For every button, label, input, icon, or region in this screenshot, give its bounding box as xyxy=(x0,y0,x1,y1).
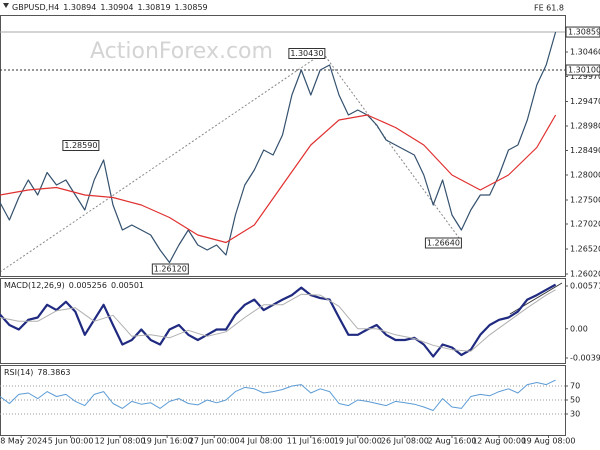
panel-header: RSI(14) 78.3863 xyxy=(4,368,71,377)
series-line xyxy=(0,31,557,264)
x-tick-label: 27 Jun 00:00 xyxy=(189,437,240,446)
annotation-label: 1.28590 xyxy=(64,141,97,150)
header-part: 1.30904 xyxy=(100,3,133,12)
price-label: 1.30100 xyxy=(568,66,600,75)
menu-triangle xyxy=(3,3,9,8)
x-tick-label: 19 Jul 00:00 xyxy=(334,437,382,446)
y-tick-label: 30 xyxy=(570,410,580,419)
header-part: 0.00501 xyxy=(111,281,144,290)
annotation-box xyxy=(424,237,462,249)
annotation-label: 1.26640 xyxy=(427,239,460,248)
x-tick-label: 19 Aug 08:00 xyxy=(522,437,576,446)
panel-frame xyxy=(0,278,566,364)
y-tick-label: 1.30460 xyxy=(570,48,600,57)
x-tick-label: 26 Jul 08:00 xyxy=(381,437,429,446)
x-tick-label: 12 Jun 08:00 xyxy=(95,437,146,446)
y-tick-label: 1.28490 xyxy=(570,146,600,155)
watermark: ActionForex.com xyxy=(90,39,273,64)
annotation-box xyxy=(62,140,100,151)
y-tick-label: 50 xyxy=(570,396,580,405)
x-tick-label: 4 Jul 08:00 xyxy=(240,437,283,446)
panel-header: MACD(12,26,9) 0.005256 0.00501 xyxy=(4,281,144,290)
price-label-box xyxy=(565,26,600,38)
x-tick-label: 12 Aug 00:00 xyxy=(472,437,526,446)
header-part: MACD(12,26,9) xyxy=(4,281,65,290)
panel-header: GBPUSD,H4 1.30894 1.30904 1.30819 1.30859 xyxy=(12,3,208,12)
y-tick-label: 1.27020 xyxy=(570,220,600,229)
macd-trend-line xyxy=(509,282,563,315)
header-part: GBPUSD,H4 xyxy=(12,3,59,12)
x-tick-label: 11 Jul 16:00 xyxy=(287,437,335,446)
y-tick-label: 1.27500 xyxy=(570,196,600,205)
y-tick-label: 0.00 xyxy=(570,324,588,333)
header-part: RSI(14) xyxy=(4,368,33,377)
trend-line xyxy=(0,52,324,273)
fe-label: FE 61.8 xyxy=(534,4,564,13)
series-line xyxy=(0,379,556,411)
y-tick-label: 0.005711 xyxy=(570,282,600,291)
y-tick-label: 1.26020 xyxy=(570,270,600,279)
series-line xyxy=(0,114,557,244)
x-tick-label: 2 Aug 16:00 xyxy=(428,437,477,446)
header-part: 1.30819 xyxy=(137,3,170,12)
x-tick-label: 28 May 2024 xyxy=(0,437,47,446)
annotation-label: 1.26120 xyxy=(154,265,187,274)
header-part: 1.30894 xyxy=(63,3,96,12)
y-tick-label: 1.29470 xyxy=(570,97,600,106)
annotation-label: 1.30430 xyxy=(290,49,323,58)
series-line xyxy=(0,289,556,352)
annotation-box xyxy=(151,263,189,275)
series-line xyxy=(0,283,557,358)
x-tick-label: 19 Jun 16:00 xyxy=(142,437,193,446)
price-label-box xyxy=(565,64,600,76)
panel-frame xyxy=(0,15,566,277)
trend-line xyxy=(322,52,463,243)
header-part: 0.005256 xyxy=(69,281,107,290)
annotation-box xyxy=(288,48,326,59)
y-tick-label: 1.28980 xyxy=(570,122,600,131)
header-part: 78.3863 xyxy=(37,368,70,377)
price-label: 1.30859 xyxy=(568,28,600,37)
y-tick-label: 1.29970 xyxy=(570,72,600,81)
y-tick-label: -0.003904 xyxy=(570,354,600,363)
header-part: 1.30859 xyxy=(175,3,208,12)
y-tick-label: 1.28000 xyxy=(570,171,600,180)
x-tick-label: 5 Jun 00:00 xyxy=(48,437,94,446)
y-tick-label: 1.26520 xyxy=(570,245,600,254)
y-tick-label: 70 xyxy=(570,382,580,391)
